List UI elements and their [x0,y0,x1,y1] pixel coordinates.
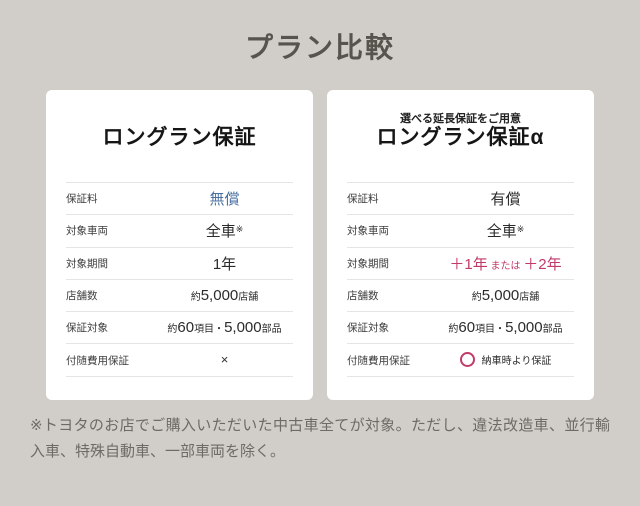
table-row: 保証対象 約60項目・5,000部品 [66,311,293,343]
value-text: 60 [458,318,476,336]
value-text: 納車時より保証 [481,356,552,368]
value-text: 全車 [486,223,517,241]
row-label: 対象車両 [66,225,108,238]
card-longrun-warranty: ロングラン保証 保証料 無償 対象車両 全車※ 対象期間 1年 店舗数 約5,000店舗 保証対… [46,90,313,400]
row-value: 有償 [437,188,574,209]
row-value: ＋1年 または ＋2年 [437,253,574,274]
row-label: 店舗数 [66,290,98,303]
row-label: 保証料 [66,193,98,206]
table-row: 保証料 有償 [347,182,574,214]
card-header: 選べる延長保証をご用意 ロングラン保証α [347,90,574,182]
row-value: 納車時より保証 [437,351,574,369]
value-text: 部品 [261,323,282,335]
value-text: 5,000 [224,318,262,336]
circle-icon [459,352,475,368]
table-row: 付随費用保証 × [66,343,293,375]
value-text: 部品 [542,323,563,335]
card-longrun-warranty-alpha: 選べる延長保証をご用意 ロングラン保証α 保証料 有償対象車両 全車※ 対象期間 ＋1年… [327,90,594,400]
value-text: ※ [516,224,525,235]
value-text: 店舗 [238,291,259,303]
value-text: または [487,260,524,272]
value-text: 店舗 [519,291,540,303]
row-value: × [156,351,293,369]
footnote: ※トヨタのお店でご購入いただいた中古車全てが対象。ただし、違法改造車、並行輸入車… [30,417,610,460]
value-text: 項目・ [194,323,225,335]
value-text: 5,000 [200,286,239,304]
row-value: 全車※ [437,220,574,241]
table-row: 対象車両 全車※ [66,214,293,246]
value-text: ＋1年 [449,255,488,273]
value-text: 項目・ [475,323,506,335]
value-text: 60 [177,318,195,336]
row-label: 付随費用保証 [347,354,410,367]
table-row: 対象期間 ＋1年 または ＋2年 [347,246,574,279]
card-header: ロングラン保証 [66,90,293,182]
table-row: 店舗数 約5,000店舗 [66,278,293,311]
row-value: 1年 [156,253,293,274]
table-row: 対象期間 1年 [66,246,293,279]
value-text: 約 [448,323,459,335]
spec-table: 保証料 有償 対象車両 全車※ 対象期間 ＋1年 または ＋2年 店舗数 約5,000店舗 保証… [347,182,574,377]
table-row: 保証対象 約60項目・5,000部品 [347,311,574,343]
value-text: 有償 [490,191,521,209]
row-label: 保証料 [347,193,379,206]
table-row: 店舗数 約5,000店舗 [347,278,574,311]
table-row: 保証料 無償 [66,182,293,214]
value-text: 約 [471,291,482,303]
row-value: 無償 [156,188,293,209]
value-text: ＋2年 [523,255,562,273]
row-value: 約5,000店舗 [156,287,293,305]
table-row: 対象車両 全車※ [347,214,574,246]
row-label: 保証対象 [347,322,389,335]
table-row: 付随費用保証 納車時より保証 [347,343,574,375]
value-text: 全車 [205,223,236,241]
card-title: ロングラン保証 [102,126,257,149]
value-text: 5,000 [505,318,543,336]
row-label: 対象期間 [66,257,108,270]
row-value: 約60項目・5,000部品 [156,319,293,337]
value-text: 1年 [212,255,237,273]
row-value: 全車※ [156,220,293,241]
row-value: 約5,000店舗 [437,287,574,305]
spec-table: 保証料 無償 対象車両 全車※ 対象期間 1年 店舗数 約5,000店舗 保証対象 約60項目・5… [66,182,293,377]
value-text: 約 [167,323,178,335]
row-label: 保証対象 [66,322,108,335]
row-value: 約60項目・5,000部品 [437,319,574,337]
row-label: 対象車両 [347,225,389,238]
value-text: 5,000 [481,286,520,304]
card-title: ロングラン保証α [376,126,545,149]
value-text: 約 [190,291,201,303]
value-text: ※ [235,224,244,235]
row-label: 対象期間 [347,257,389,270]
value-text: 無償 [209,191,240,209]
value-text: × [220,352,229,368]
row-label: 付随費用保証 [66,354,129,367]
card-subtitle: 選べる延長保証をご用意 [400,113,521,125]
plan-comparison-cards: ロングラン保証 保証料 無償 対象車両 全車※ 対象期間 1年 店舗数 約5,000店舗 保証対… [0,90,640,400]
page-title: プラン比較 [244,32,395,63]
row-label: 店舗数 [347,290,379,303]
